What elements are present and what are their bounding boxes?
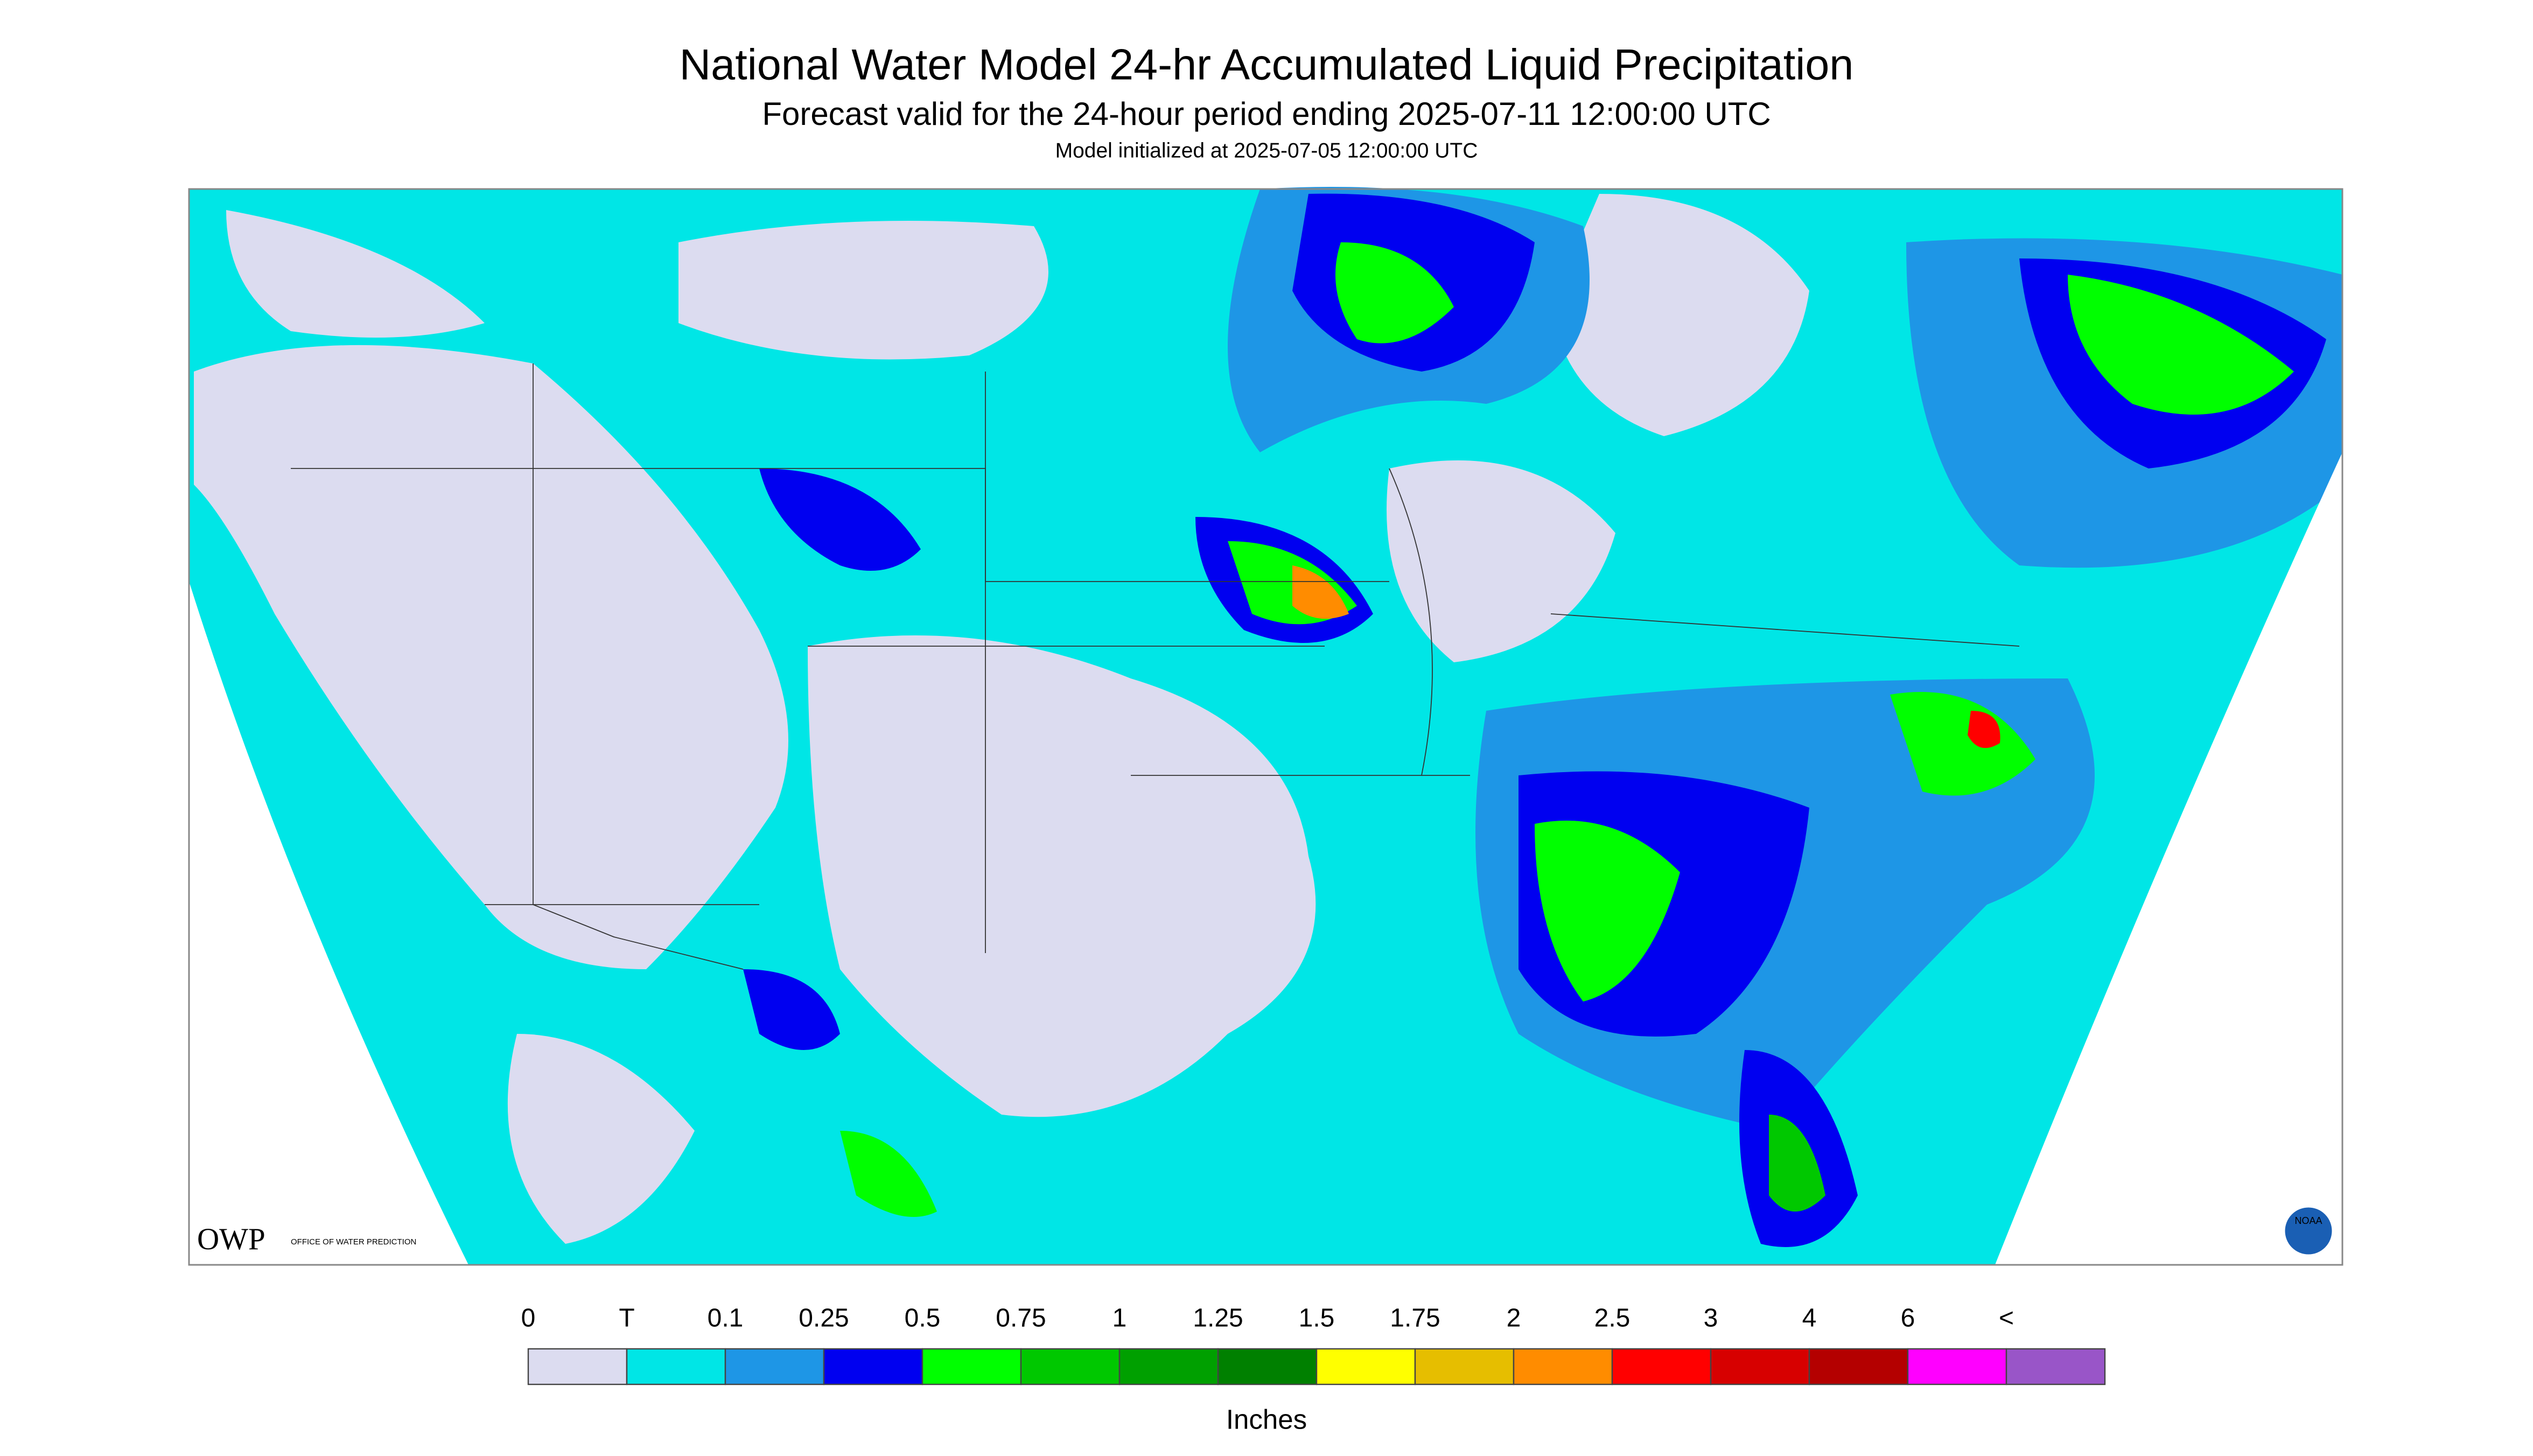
legend-swatch <box>823 1348 923 1385</box>
legend-swatch <box>1414 1348 1515 1385</box>
precip-area <box>1968 711 2000 748</box>
boundary <box>1550 613 2020 647</box>
outside-domain <box>189 582 468 1265</box>
legend-swatch <box>527 1348 628 1385</box>
dry-area <box>226 210 485 338</box>
dry-area <box>808 635 1316 1117</box>
legend-label: 0.25 <box>799 1304 849 1333</box>
subtitle: Forecast valid for the 24-hour period en… <box>762 96 1771 132</box>
legend-swatch <box>2005 1348 2106 1385</box>
dry-area <box>1387 460 1615 663</box>
noaa-logo <box>2283 1206 2334 1256</box>
legend-swatch <box>724 1348 825 1385</box>
legend-swatch <box>1611 1348 1712 1385</box>
boundary <box>533 363 744 970</box>
init-time: Model initialized at 2025-07-05 12:00:00… <box>1055 139 1478 162</box>
legend-swatch <box>1710 1348 1810 1385</box>
outside-domain <box>1995 452 2342 1265</box>
precip-area <box>2068 275 2294 415</box>
dry-area <box>194 345 788 970</box>
legend-label: 0.75 <box>996 1304 1046 1333</box>
legend-swatch <box>626 1348 726 1385</box>
legend-label: 1 <box>1112 1304 1127 1333</box>
noaa-logo-text: NOAA <box>2294 1215 2322 1226</box>
precip-area <box>1890 692 2035 796</box>
legend-label: 4 <box>1802 1304 1817 1333</box>
legend-swatch <box>1513 1348 1613 1385</box>
legend-label: 1.25 <box>1193 1304 1243 1333</box>
dry-area <box>507 1034 695 1244</box>
owp-logo-text: OFFICE OF WATER PREDICTION <box>291 1237 416 1247</box>
legend-label: 6 <box>1901 1304 1915 1333</box>
legend-swatch <box>1316 1348 1416 1385</box>
legend-swatch <box>1217 1348 1318 1385</box>
precip-area <box>743 969 840 1051</box>
dry-area <box>1551 194 1809 437</box>
precip-area <box>840 1131 937 1217</box>
precip-area <box>1769 1115 1825 1212</box>
legend-label: 2.5 <box>1594 1304 1631 1333</box>
legend-label: 0.1 <box>708 1304 744 1333</box>
legend-label: < <box>1999 1304 2014 1333</box>
boundary <box>1389 468 1433 776</box>
legend-label: 0.5 <box>905 1304 941 1333</box>
legend-swatch <box>1020 1348 1121 1385</box>
legend-label: T <box>619 1304 634 1333</box>
legend-unit: Inches <box>1226 1404 1307 1434</box>
owp-logo: OWP <box>197 1222 265 1256</box>
legend-label: 0 <box>521 1304 536 1333</box>
precip-area <box>1335 242 1454 344</box>
legend-label: 1.5 <box>1299 1304 1335 1333</box>
legend: 0 T 0.1 0.25 0.5 0.75 1 1.25 1.5 1.75 2 2.5 3 4 6 < Inch… <box>521 1304 2106 1434</box>
precip-area <box>759 468 921 571</box>
dry-area <box>678 221 1048 360</box>
legend-label: 1.75 <box>1390 1304 1440 1333</box>
legend-swatch <box>1118 1348 1219 1385</box>
legend-label: 3 <box>1704 1304 1718 1333</box>
legend-swatch <box>1907 1348 2007 1385</box>
legend-swatch <box>1808 1348 1909 1385</box>
title: National Water Model 24-hr Accumulated L… <box>680 40 1854 89</box>
precip-area <box>1292 565 1349 619</box>
precip-area <box>1535 821 1680 1002</box>
map-panel: OWP OFFICE OF WATER PREDICTION NOAA <box>188 187 2343 1266</box>
map-frame <box>188 188 2343 1266</box>
legend-swatch <box>921 1348 1022 1385</box>
legend-label: 2 <box>1507 1304 1521 1333</box>
